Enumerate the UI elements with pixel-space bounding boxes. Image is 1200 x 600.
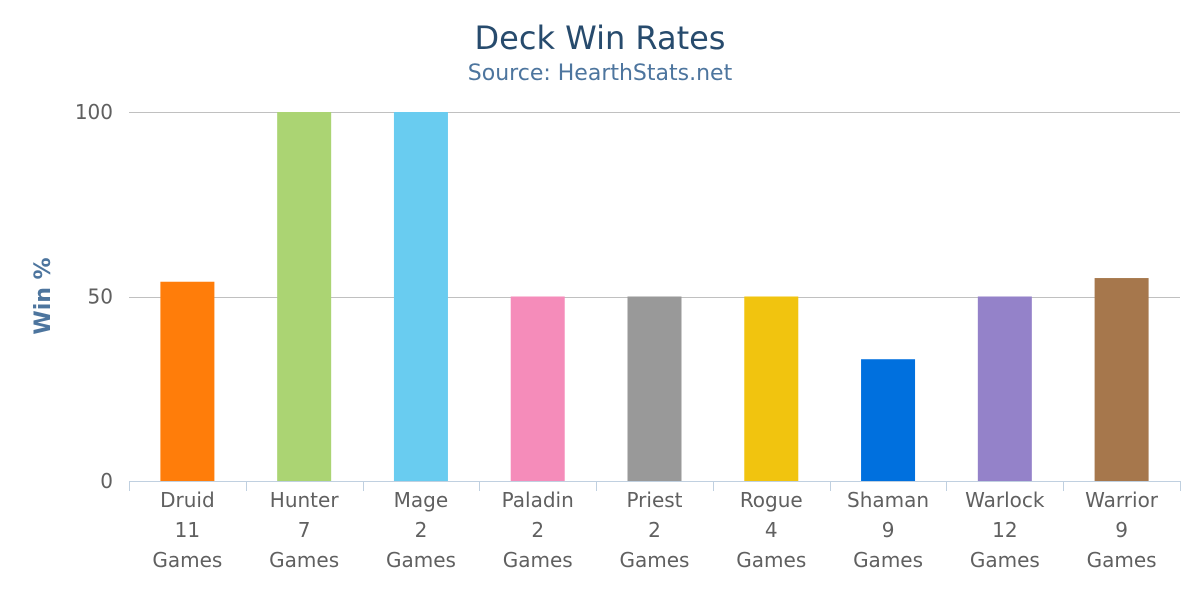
x-tick-label: Druid 11 Games <box>152 488 222 572</box>
y-tick-label: 100 <box>75 100 113 124</box>
x-axis-labels: Druid 11 Games Hunter 7 Games Mage 2 Games Paladi… <box>152 488 1158 572</box>
y-axis-labels: 0 50 100 <box>75 100 113 493</box>
bar-rogue <box>744 296 799 481</box>
x-tick-label: Rogue 4 Games <box>736 488 806 572</box>
bar-hunter <box>277 112 332 481</box>
chart-subtitle: Source: HearthStats.net <box>468 61 733 86</box>
x-tick-label: Priest 2 Games <box>620 488 690 572</box>
bar-mage <box>393 112 448 481</box>
bar-priest <box>627 296 682 481</box>
x-tick-label: Paladin 2 Games <box>502 488 574 572</box>
x-tick-label: Warrior 9 Games <box>1085 488 1159 572</box>
chart-title: Deck Win Rates <box>475 19 726 57</box>
x-tick-label: Mage 2 Games <box>386 488 456 572</box>
y-axis-title: Win % <box>31 257 56 334</box>
bar-paladin <box>510 296 565 481</box>
bars <box>160 112 1149 481</box>
y-tick-label: 50 <box>88 285 113 309</box>
bar-warlock <box>977 296 1032 481</box>
x-tick-label: Hunter 7 Games <box>269 488 339 572</box>
bar-druid <box>160 281 215 481</box>
y-tick-label: 0 <box>100 469 113 493</box>
bar-shaman <box>861 359 916 481</box>
x-axis <box>129 481 1181 491</box>
x-tick-label: Shaman 9 Games <box>847 488 929 572</box>
bar-warrior <box>1094 278 1149 481</box>
x-tick-label: Warlock 12 Games <box>965 488 1045 572</box>
